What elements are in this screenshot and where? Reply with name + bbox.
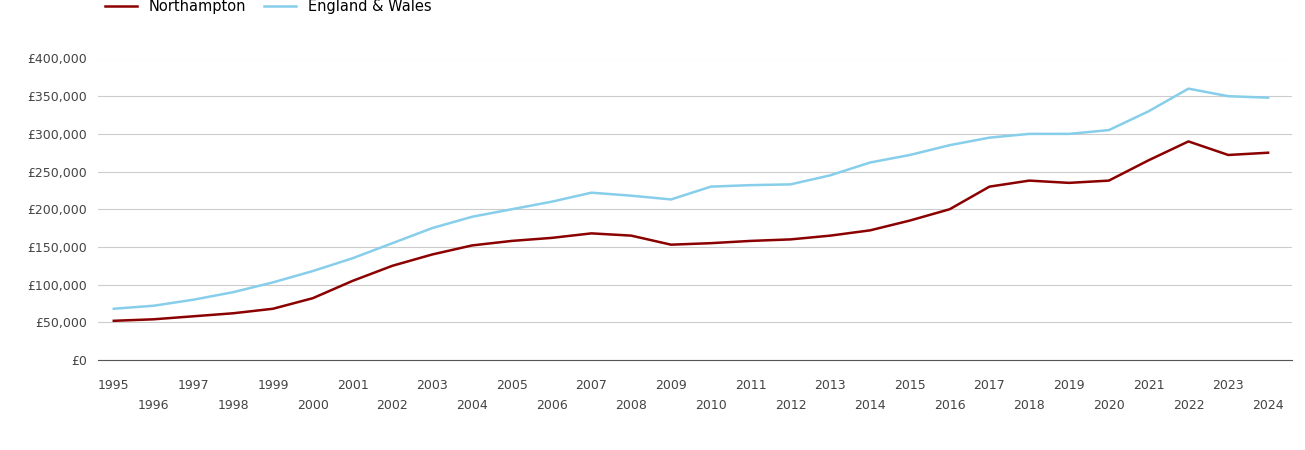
Northampton — [822, 233, 838, 238]
England & Wales — [385, 240, 401, 246]
Text: 2004: 2004 — [457, 399, 488, 412]
England & Wales — [345, 256, 360, 261]
Text: 2017: 2017 — [974, 379, 1005, 392]
Northampton — [265, 306, 281, 311]
England & Wales — [981, 135, 997, 140]
England & Wales — [743, 182, 758, 188]
Northampton — [465, 243, 480, 248]
England & Wales — [544, 199, 560, 204]
Text: 2019: 2019 — [1053, 379, 1084, 392]
Text: 2011: 2011 — [735, 379, 766, 392]
Northampton — [185, 314, 201, 319]
Text: 2002: 2002 — [377, 399, 408, 412]
England & Wales — [1022, 131, 1037, 136]
Northampton — [345, 278, 360, 284]
Northampton — [1220, 152, 1236, 158]
Text: 2015: 2015 — [894, 379, 925, 392]
Text: 1999: 1999 — [257, 379, 288, 392]
England & Wales — [783, 182, 799, 187]
Text: 2014: 2014 — [855, 399, 886, 412]
Northampton — [544, 235, 560, 241]
Text: 2001: 2001 — [337, 379, 368, 392]
England & Wales — [185, 297, 201, 302]
Text: 2021: 2021 — [1133, 379, 1164, 392]
Northampton — [981, 184, 997, 189]
Northampton — [663, 242, 679, 248]
Northampton — [583, 231, 599, 236]
England & Wales — [902, 152, 917, 158]
Text: 2008: 2008 — [615, 399, 647, 412]
Northampton — [226, 310, 241, 316]
England & Wales — [663, 197, 679, 202]
Text: 1996: 1996 — [138, 399, 170, 412]
Northampton — [1061, 180, 1077, 185]
Text: 2016: 2016 — [934, 399, 966, 412]
England & Wales — [1181, 86, 1197, 91]
Northampton — [624, 233, 639, 238]
Northampton — [783, 237, 799, 242]
Text: 2023: 2023 — [1212, 379, 1244, 392]
England & Wales — [624, 193, 639, 198]
Northampton — [1141, 158, 1156, 163]
Text: 1998: 1998 — [218, 399, 249, 412]
Text: 2000: 2000 — [296, 399, 329, 412]
Northampton — [863, 228, 878, 233]
Northampton — [942, 207, 958, 212]
Text: 2012: 2012 — [775, 399, 806, 412]
Text: 2020: 2020 — [1094, 399, 1125, 412]
Northampton — [146, 317, 162, 322]
Text: 2024: 2024 — [1253, 399, 1284, 412]
Text: 1997: 1997 — [177, 379, 209, 392]
England & Wales — [863, 160, 878, 165]
Text: 1995: 1995 — [98, 379, 129, 392]
England & Wales — [1061, 131, 1077, 136]
England & Wales — [1141, 108, 1156, 114]
England & Wales — [583, 190, 599, 195]
Northampton — [305, 296, 321, 301]
England & Wales — [1101, 127, 1117, 133]
Northampton — [743, 238, 758, 243]
England & Wales — [265, 279, 281, 285]
Line: England & Wales: England & Wales — [114, 89, 1268, 309]
England & Wales — [1220, 94, 1236, 99]
Text: 2005: 2005 — [496, 379, 527, 392]
Northampton — [1181, 139, 1197, 144]
England & Wales — [424, 225, 440, 231]
Line: Northampton: Northampton — [114, 141, 1268, 321]
England & Wales — [465, 214, 480, 220]
England & Wales — [822, 173, 838, 178]
Northampton — [1022, 178, 1037, 183]
Northampton — [106, 318, 121, 324]
Text: 2010: 2010 — [696, 399, 727, 412]
England & Wales — [305, 268, 321, 274]
England & Wales — [504, 207, 519, 212]
Text: 2006: 2006 — [536, 399, 568, 412]
England & Wales — [106, 306, 121, 311]
Northampton — [1101, 178, 1117, 183]
England & Wales — [703, 184, 719, 189]
Northampton — [385, 263, 401, 269]
Text: 2003: 2003 — [416, 379, 448, 392]
Northampton — [703, 240, 719, 246]
Northampton — [424, 252, 440, 257]
England & Wales — [1261, 95, 1276, 100]
Text: 2018: 2018 — [1014, 399, 1045, 412]
England & Wales — [146, 303, 162, 308]
Text: 2013: 2013 — [814, 379, 846, 392]
Northampton — [1261, 150, 1276, 155]
Legend: Northampton, England & Wales: Northampton, England & Wales — [106, 0, 431, 14]
Northampton — [902, 218, 917, 223]
England & Wales — [942, 143, 958, 148]
England & Wales — [226, 289, 241, 295]
Text: 2022: 2022 — [1173, 399, 1205, 412]
Text: 2007: 2007 — [576, 379, 607, 392]
Northampton — [504, 238, 519, 243]
Text: 2009: 2009 — [655, 379, 686, 392]
